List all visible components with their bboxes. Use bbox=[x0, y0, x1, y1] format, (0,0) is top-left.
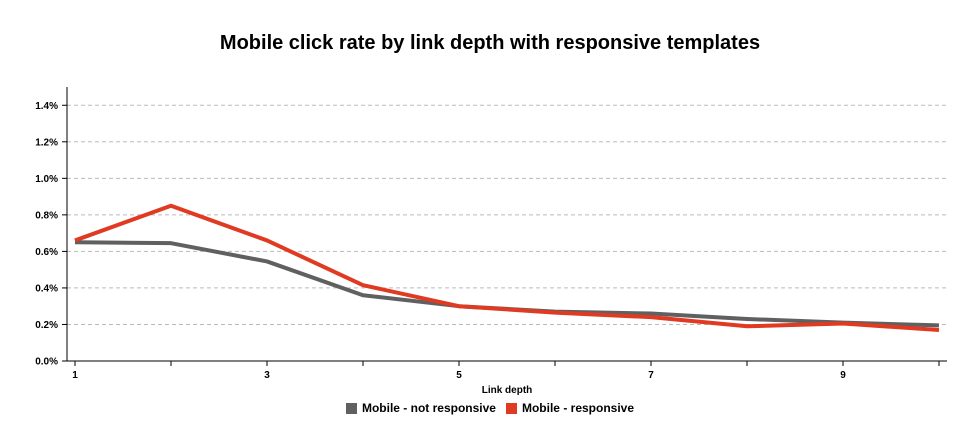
y-tick-label: 0.8% bbox=[35, 210, 58, 221]
x-tick-label: 5 bbox=[456, 370, 462, 381]
x-axis-title: Link depth bbox=[482, 385, 533, 396]
x-tick-label: 1 bbox=[72, 370, 78, 381]
y-tick-label: 0.6% bbox=[35, 247, 58, 258]
legend-item: Mobile - not responsive bbox=[345, 401, 496, 415]
series-line-2 bbox=[74, 203, 940, 332]
y-tick-label: 0.4% bbox=[35, 283, 58, 294]
y-tick-label: 0.2% bbox=[35, 320, 58, 331]
y-tick-label: 1.0% bbox=[35, 174, 58, 185]
legend-swatch bbox=[505, 402, 517, 414]
legend-label: Mobile - not responsive bbox=[361, 401, 496, 415]
x-tick-label: 3 bbox=[264, 370, 270, 381]
legend: Mobile - not responsive Mobile - responsi… bbox=[0, 401, 980, 415]
x-tick-label: 9 bbox=[840, 370, 846, 381]
y-tick-label: 0.0% bbox=[35, 357, 58, 368]
series-line-1 bbox=[74, 240, 940, 328]
legend-label: Mobile - responsive bbox=[521, 401, 635, 415]
y-tick-label: 1.4% bbox=[35, 101, 58, 112]
chart-title: Mobile click rate by link depth with res… bbox=[219, 32, 761, 54]
y-tick-label: 1.2% bbox=[35, 137, 58, 148]
legend-item: Mobile - responsive bbox=[505, 401, 635, 415]
legend-swatch bbox=[345, 402, 357, 414]
x-tick-label: 7 bbox=[648, 370, 654, 381]
